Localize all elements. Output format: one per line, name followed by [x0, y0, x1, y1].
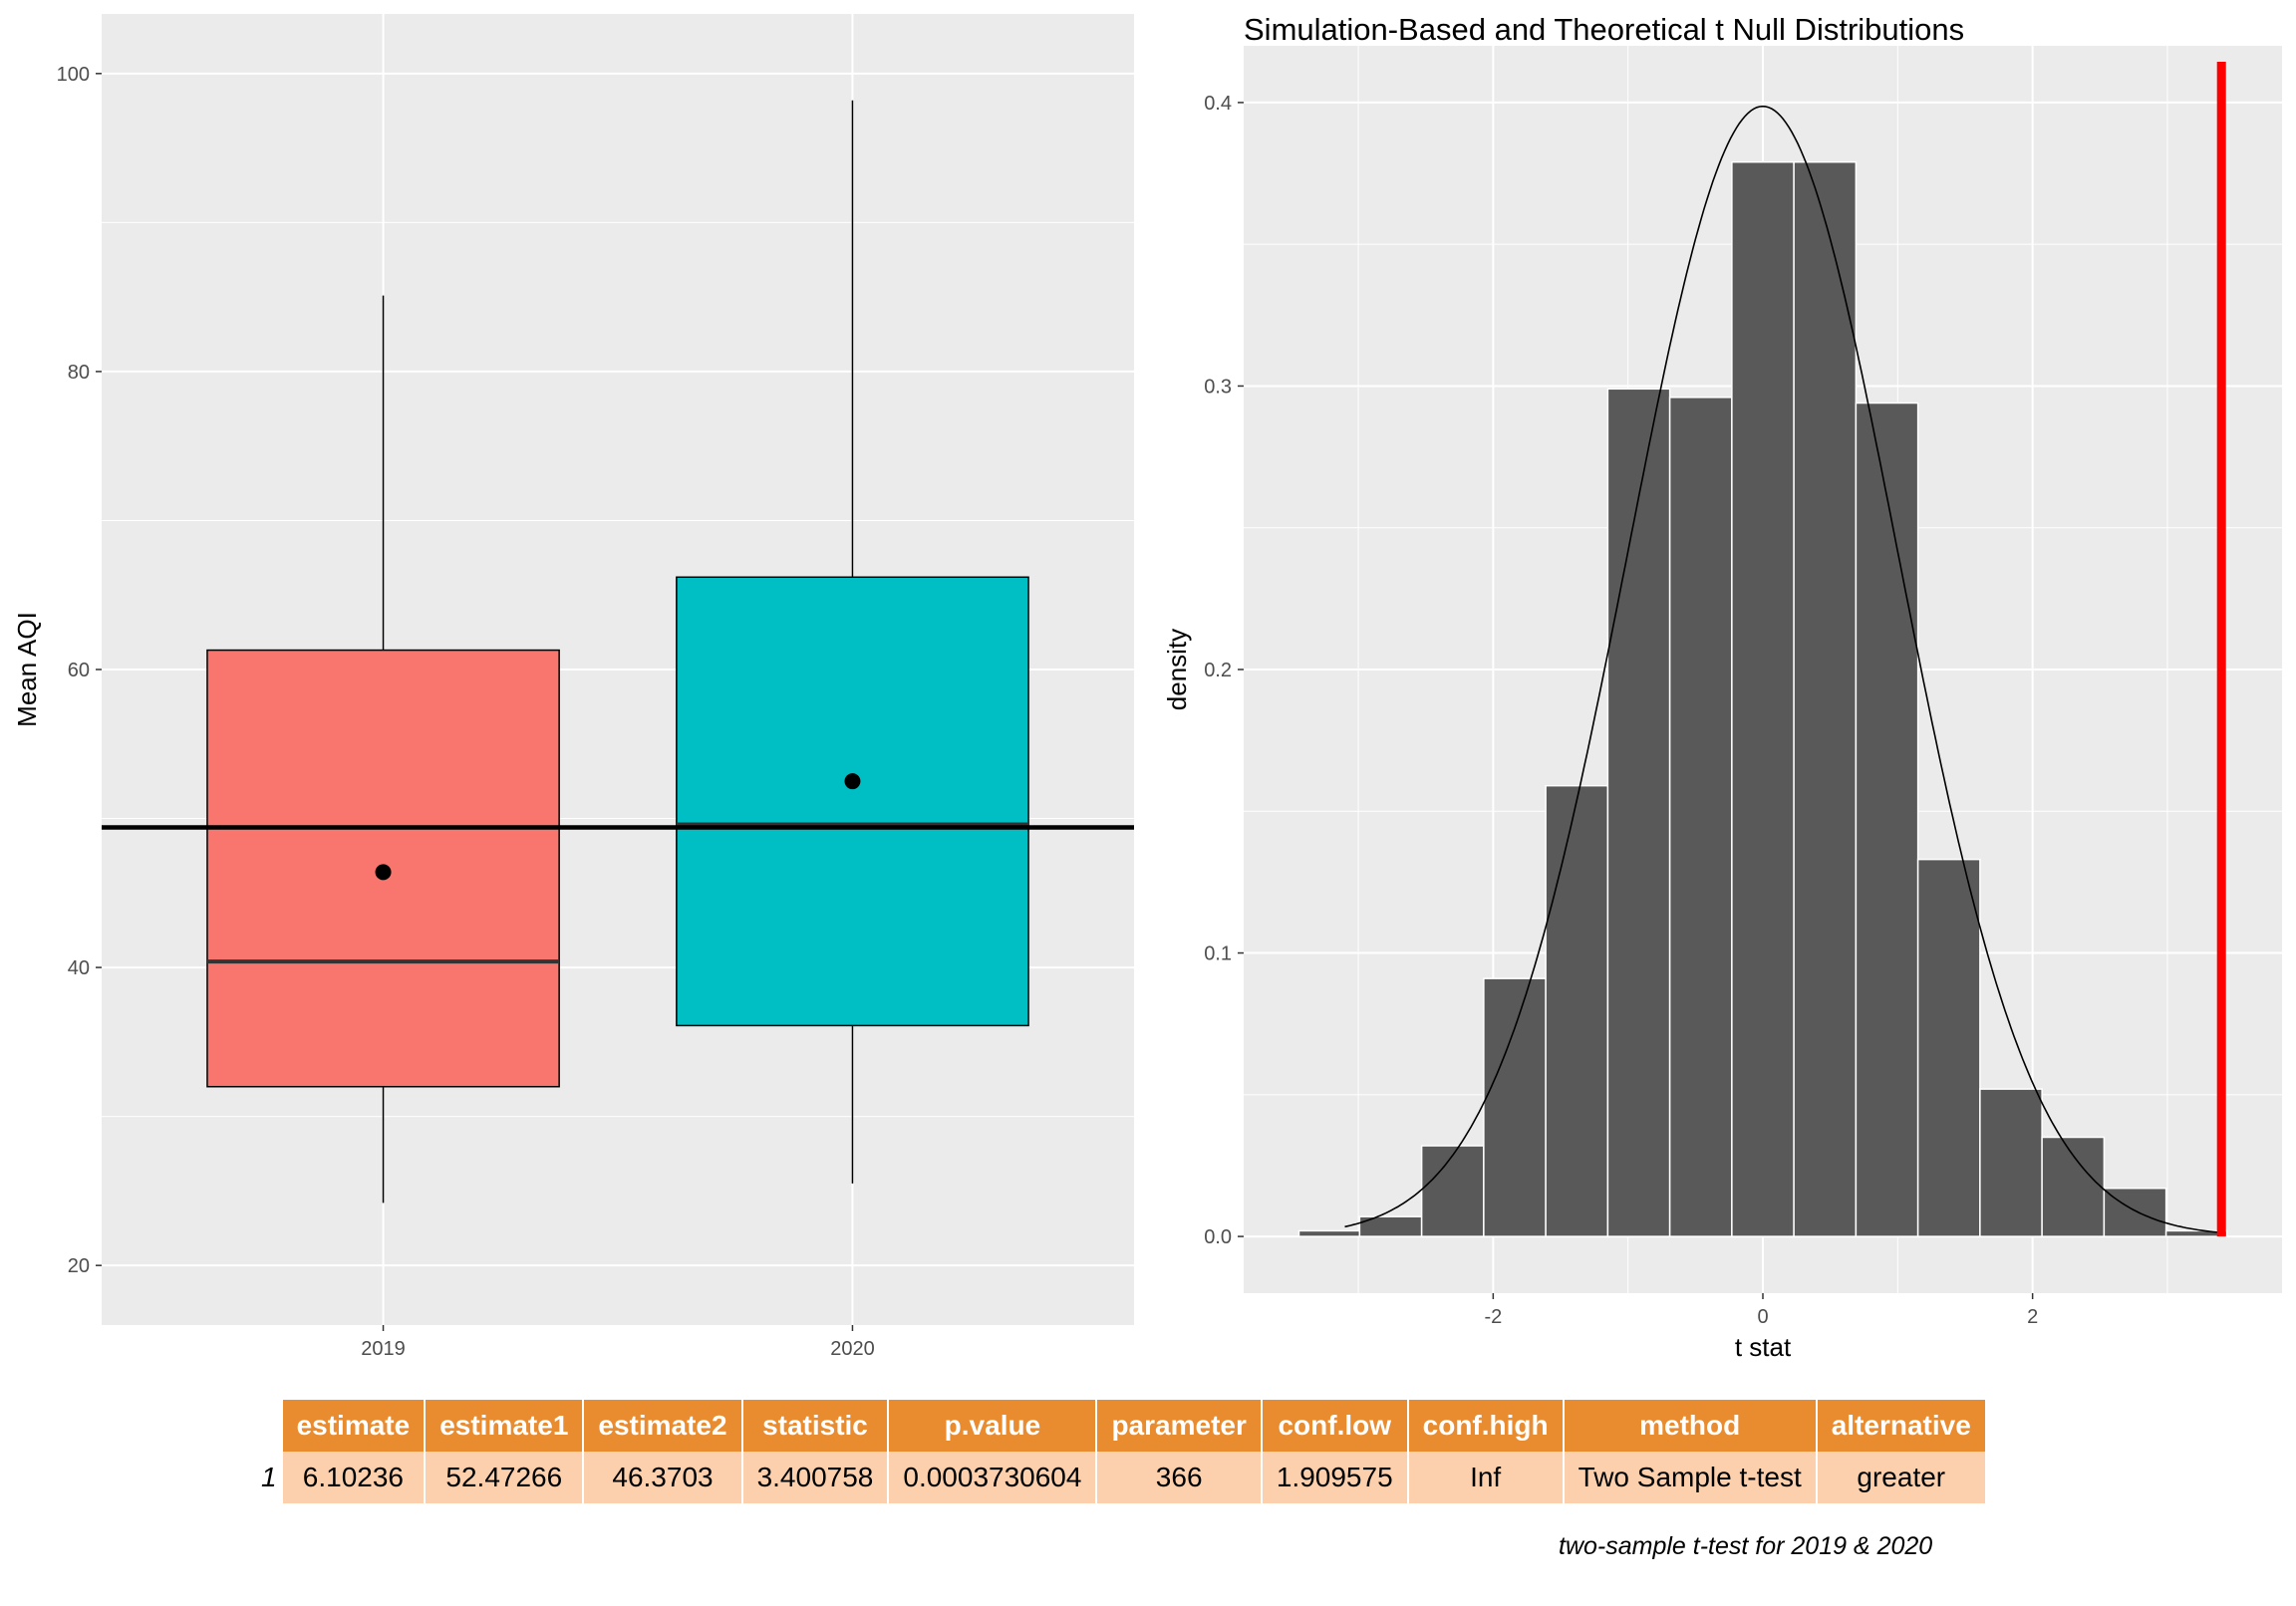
table-cell: 366	[1096, 1452, 1263, 1503]
histogram-bar	[1297, 1229, 1361, 1237]
y-tick-label: 0.0	[1204, 1226, 1232, 1248]
column-header: p.value	[888, 1400, 1098, 1452]
column-header: estimate	[282, 1400, 427, 1452]
y-tick-label: 0.4	[1204, 93, 1232, 115]
column-header: method	[1563, 1400, 1818, 1452]
histogram-bar	[1979, 1088, 2043, 1237]
column-header: conf.low	[1261, 1400, 1409, 1452]
table-cell: 6.10236	[282, 1452, 427, 1503]
column-header: statistic	[741, 1400, 890, 1452]
x-tick-label: 2020	[830, 1338, 875, 1360]
y-tick-label: 80	[68, 362, 90, 384]
box-2020	[676, 576, 1029, 1027]
y-tick-label: 0.3	[1204, 376, 1232, 398]
rowname-header	[261, 1400, 283, 1452]
histogram-bar	[1668, 397, 1733, 1237]
plots-area: 20 40 60 80 100 2019 2020 Mean AQI -2 0 2 0.0 0.1 0.…	[12, 12, 2282, 1362]
table-row: 1 6.10236 52.47266 46.3703 3.400758 0.0003730…	[261, 1452, 1987, 1503]
table-cell: Inf	[1407, 1452, 1565, 1503]
histogram-bar	[1916, 858, 1981, 1237]
table-cell: 0.0003730604	[888, 1452, 1098, 1503]
table-cell: greater	[1816, 1452, 1987, 1503]
histogram-bar	[1731, 160, 1795, 1237]
y-tick-label: 40	[68, 957, 90, 979]
histogram-bar	[1855, 402, 1919, 1237]
y-tick-label: 100	[57, 64, 90, 86]
table-header-row: estimate estimate1 estimate2 statistic p.val…	[261, 1400, 1987, 1452]
y-axis-title: density	[1162, 629, 1192, 710]
histogram-bar	[1483, 977, 1547, 1237]
mean-point	[844, 773, 861, 790]
plot-title: Simulation-Based and Theoretical t Null …	[1244, 12, 1964, 47]
table-cell: 52.47266	[425, 1452, 585, 1503]
row-name: 1	[261, 1462, 277, 1492]
table-body: 1 6.10236 52.47266 46.3703 3.400758 0.0003730…	[261, 1452, 1987, 1503]
column-header: parameter	[1096, 1400, 1263, 1452]
x-axis-title: t stat	[1735, 1332, 1792, 1362]
histogram-bar	[1420, 1145, 1485, 1237]
t-test-results-table: estimate estimate1 estimate2 statistic p.val…	[261, 1400, 1987, 1503]
y-tick-label: 20	[68, 1255, 90, 1277]
column-header: estimate1	[425, 1400, 585, 1452]
histogram-bar	[1545, 784, 1609, 1237]
column-header: alternative	[1816, 1400, 1987, 1452]
histogram-bar	[2103, 1187, 2167, 1237]
y-tick-label: 0.1	[1204, 943, 1232, 965]
y-axis-title: Mean AQI	[12, 612, 42, 727]
boxplot-panel: 20 40 60 80 100 2019 2020 Mean AQI	[12, 14, 1134, 1360]
histogram-bar	[1606, 388, 1671, 1237]
table-cell: 1.909575	[1261, 1452, 1409, 1503]
y-tick-label: 0.2	[1204, 660, 1232, 681]
table-caption: two-sample t-test for 2019 & 2020	[1559, 1532, 1933, 1560]
histogram-bar	[2041, 1136, 2106, 1237]
table-cell: 46.3703	[583, 1452, 743, 1503]
histogram-bar	[1793, 160, 1858, 1237]
x-tick-label: -2	[1484, 1306, 1502, 1328]
histogram-bar	[2164, 1229, 2228, 1237]
table-cell: 3.400758	[741, 1452, 890, 1503]
theoretical-t-curve	[1344, 105, 2222, 1234]
x-tick-label: 2019	[361, 1338, 406, 1360]
table-cell: Two Sample t-test	[1563, 1452, 1818, 1503]
y-tick-label: 60	[68, 660, 90, 681]
x-tick-label: 2	[2027, 1306, 2038, 1328]
column-header: conf.high	[1407, 1400, 1565, 1452]
x-tick-label: 0	[1757, 1306, 1768, 1328]
histogram-panel: -2 0 2 0.0 0.1 0.2 0.3 0.4 Simulation-Based and …	[1162, 12, 2282, 1362]
column-header: estimate2	[583, 1400, 743, 1452]
mean-point	[375, 864, 392, 881]
